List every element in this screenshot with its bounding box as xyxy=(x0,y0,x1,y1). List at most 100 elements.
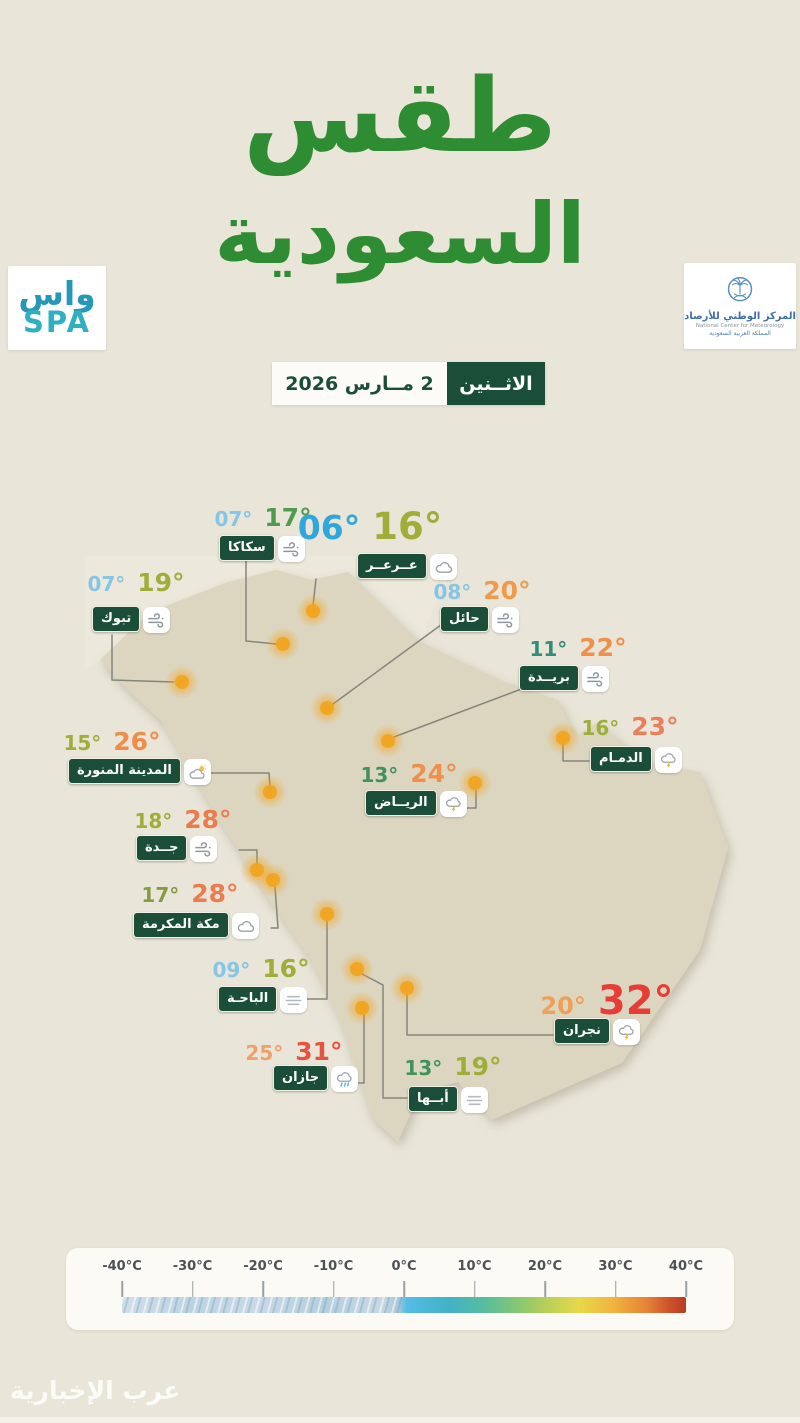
scale-tick-mark-6 xyxy=(544,1281,546,1297)
city-dammam-name: الدمـام xyxy=(590,746,652,772)
city-abha-temps: 13° 19° xyxy=(402,1052,504,1081)
day-name: الاثــنين xyxy=(447,362,545,405)
city-jazan-label-row: جازان xyxy=(273,1065,359,1092)
scale-tick-label-5: 10°C xyxy=(457,1259,492,1274)
city-makkah-low-temp: 17° xyxy=(141,883,180,907)
rain-icon xyxy=(331,1066,359,1092)
city-najran-name: نجران xyxy=(554,1018,610,1044)
city-riyadh-high-temp: 24° xyxy=(410,759,458,788)
fog-icon xyxy=(280,987,308,1013)
city-hail-name: حائل xyxy=(440,606,489,632)
city-bahah-low-temp: 09° xyxy=(212,958,251,982)
neighbor-region xyxy=(85,556,455,670)
thunder-icon xyxy=(439,791,467,817)
city-arar-name: عــرعــر xyxy=(357,553,427,579)
scale-tick-mark-4 xyxy=(403,1281,405,1297)
city-riyadh-label-row: الريــاض xyxy=(365,790,467,817)
connector-hail xyxy=(332,621,446,705)
city-dammam-low-temp: 16° xyxy=(581,716,620,740)
cloud-icon xyxy=(231,913,259,939)
city-dot-buraydah xyxy=(381,734,395,748)
city-dot-sakaka xyxy=(276,637,290,651)
date-bar: 2 مــارس 2026 الاثــنين xyxy=(272,362,545,405)
connector-najran xyxy=(406,994,554,1036)
page-title-line1: طقس xyxy=(243,57,557,176)
city-medina-name: المدينة المنورة xyxy=(68,758,181,784)
city-dot-riyadh xyxy=(468,776,482,790)
city-dot-jazan xyxy=(355,1001,369,1015)
city-abha-low-temp: 13° xyxy=(404,1056,443,1080)
city-dot-najran xyxy=(400,981,414,995)
city-dammam-label-row: الدمـام xyxy=(590,746,682,773)
city-abha-high-temp: 19° xyxy=(454,1052,502,1081)
city-jeddah-high-temp: 28° xyxy=(184,805,232,834)
scale-tick-mark-1 xyxy=(191,1281,194,1297)
city-najran-low-temp: 20° xyxy=(540,992,586,1020)
city-najran-high-temp: 32° xyxy=(597,978,674,1024)
connector-abha xyxy=(361,973,408,1099)
city-sakaka-label-row: سكاكا xyxy=(219,535,305,562)
city-jeddah-low-temp: 18° xyxy=(134,809,173,833)
spa-logo-arabic: واس xyxy=(18,273,96,313)
city-arar-label-row: عــرعــر xyxy=(357,553,457,580)
city-medina-label-row: المدينة المنورة xyxy=(68,758,211,785)
city-dot-abha xyxy=(350,962,364,976)
cloud-icon xyxy=(429,554,457,580)
city-najran-temps: 20° 32° xyxy=(540,978,673,1024)
ncm-emblem-icon xyxy=(726,276,754,310)
page-title-line2: السعودية xyxy=(214,185,586,283)
city-riyadh-temps: 13° 24° xyxy=(360,759,458,788)
city-makkah-temps: 17° 28° xyxy=(130,879,250,908)
city-medina-temps: 15° 26° xyxy=(63,727,160,756)
thunder-icon xyxy=(654,747,682,773)
watermark: عرب الإخبارية xyxy=(10,1376,181,1405)
thunder-icon xyxy=(612,1019,640,1045)
connector-makkah xyxy=(270,886,279,929)
scale-tick-mark-3 xyxy=(332,1281,335,1297)
scale-tick-label-7: 30°C xyxy=(598,1259,633,1274)
city-dot-dammam xyxy=(556,731,570,745)
city-jeddah-label-row: جــدة xyxy=(136,835,218,862)
city-buraydah-low-temp: 11° xyxy=(529,637,568,661)
city-makkah-high-temp: 28° xyxy=(191,879,239,908)
city-makkah-name: مكة المكرمة xyxy=(133,912,229,938)
city-buraydah-high-temp: 22° xyxy=(579,633,627,662)
city-sakaka-name: سكاكا xyxy=(219,535,275,561)
city-riyadh-name: الريــاض xyxy=(365,790,437,816)
cloud-sun-icon xyxy=(183,759,211,785)
ncm-country: المملكة العربية السعودية xyxy=(709,329,771,337)
bottom-strip xyxy=(0,1417,800,1423)
spa-logo-latin: SPA xyxy=(23,305,91,340)
wind-icon xyxy=(491,607,519,633)
temperature-gradient-bar xyxy=(122,1297,686,1313)
scale-tick-mark-8 xyxy=(685,1281,687,1297)
city-dot-bahah xyxy=(320,907,334,921)
scale-tick-label-6: 20°C xyxy=(527,1259,563,1274)
city-najran-label-row: نجران xyxy=(554,1018,640,1045)
city-jazan-name: جازان xyxy=(273,1065,329,1091)
scale-tick-label-3: -10°C xyxy=(313,1259,354,1274)
city-riyadh-low-temp: 13° xyxy=(360,763,399,787)
temperature-scale: -40°C -30°C -20°C -10°C 0°C 10°C 20°C 30°C 40°C xyxy=(66,1248,734,1330)
ncm-name-arabic: المركز الوطني للأرصاد xyxy=(684,310,796,322)
city-hail-high-temp: 20° xyxy=(483,576,531,605)
city-sakaka-low-temp: 07° xyxy=(214,507,253,531)
city-jazan-temps: 25° 31° xyxy=(242,1037,346,1066)
city-makkah-label-row: مكة المكرمة xyxy=(133,912,259,939)
city-tabuk-high-temp: 19° xyxy=(137,568,185,597)
city-hail-temps: 08° 20° xyxy=(433,576,531,605)
city-arar-high-temp: 16° xyxy=(372,505,443,548)
city-arar-temps: 06° 16° xyxy=(298,505,443,548)
city-dot-hail xyxy=(320,701,334,715)
wind-icon xyxy=(277,536,305,562)
city-medina-high-temp: 26° xyxy=(113,727,161,756)
saudi-map-silhouette xyxy=(100,570,728,1142)
city-jeddah-name: جــدة xyxy=(136,835,188,861)
city-dammam-high-temp: 23° xyxy=(631,712,679,741)
spa-logo: واس SPA xyxy=(8,266,106,350)
city-dammam-temps: 16° 23° xyxy=(581,712,678,741)
city-jazan-low-temp: 25° xyxy=(245,1041,284,1065)
wind-icon xyxy=(143,607,171,633)
